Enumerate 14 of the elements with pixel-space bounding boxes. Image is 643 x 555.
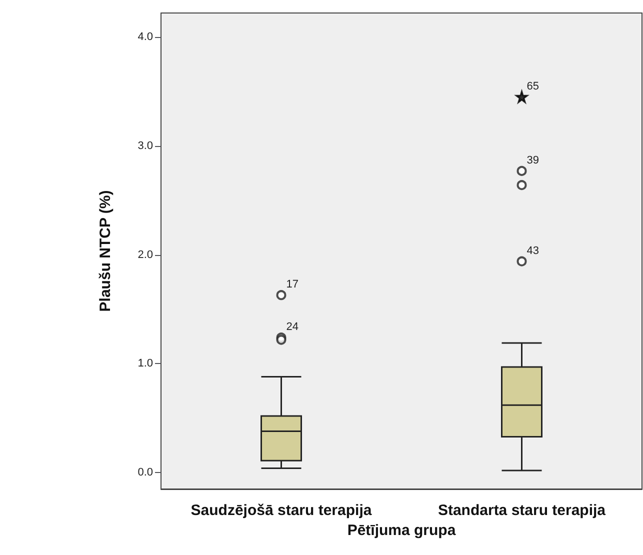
y-tick-label: 4.0: [138, 30, 153, 43]
y-axis-title: Plaušu NTCP (%): [97, 190, 114, 312]
annotation: 65: [526, 80, 539, 92]
y-tick-label: 3.0: [138, 140, 153, 152]
y-tick-label: 0.0: [138, 466, 153, 479]
x-tick-label: Standarta staru terapija: [438, 502, 606, 519]
annotation: 24: [286, 321, 298, 334]
annotation: 43: [526, 244, 539, 257]
annotation: 17: [286, 278, 298, 291]
x-tick-label: Saudzējošā staru terapija: [190, 502, 372, 519]
y-tick-label: 2.0: [138, 248, 153, 261]
annotation: 39: [526, 154, 539, 166]
x-axis-title: Pētījuma grupa: [347, 522, 456, 539]
y-tick-label: 1.0: [138, 358, 153, 370]
